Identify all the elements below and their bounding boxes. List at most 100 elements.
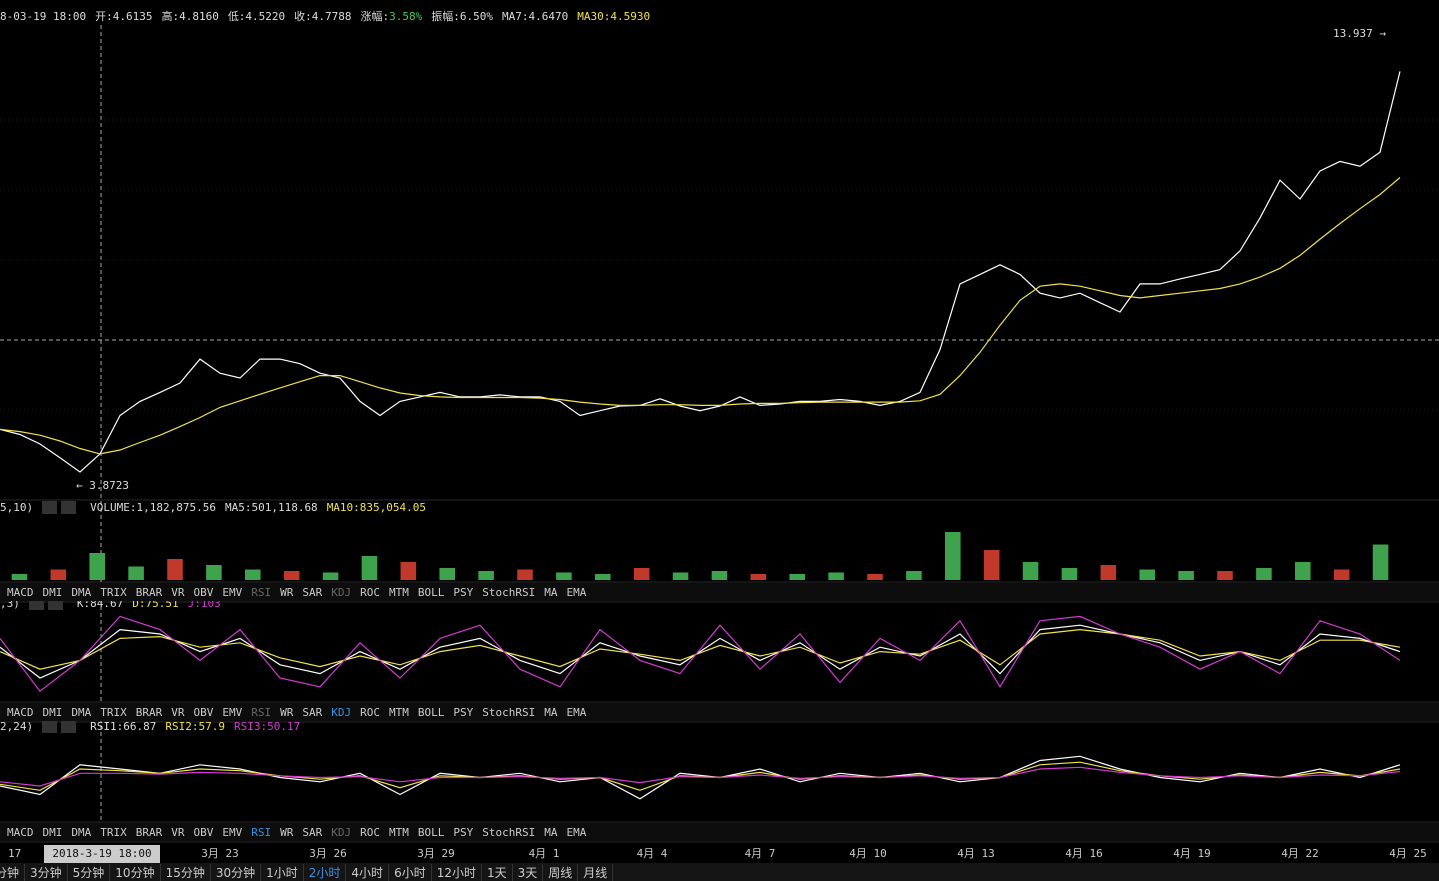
indicator-tab[interactable]: BOLL — [417, 585, 445, 599]
indicator-tab[interactable]: VR — [171, 825, 185, 839]
indicator-tab[interactable]: EMA — [566, 825, 587, 839]
period-tab[interactable]: 15分钟 — [161, 863, 211, 881]
period-tab[interactable]: 月线 — [578, 863, 614, 881]
period-tab[interactable]: 30分钟 — [211, 863, 262, 881]
indicator-tab[interactable]: MTM — [389, 705, 409, 719]
indicator-tab[interactable]: KDJ — [331, 705, 352, 719]
time-label: 4月 7 — [745, 847, 776, 860]
indicator-tab[interactable]: MTM — [389, 825, 409, 839]
cursor-box — [44, 845, 160, 863]
indicator-tabs: MACD DMI DMA TRIX BRAR VR OBV EMV RSI WR SAR KDJ ROC… — [0, 583, 1439, 601]
indicator-tab[interactable]: SAR — [302, 705, 323, 719]
time-label: 4月 1 — [529, 847, 560, 860]
period-tab[interactable]: 2小时 — [304, 863, 347, 881]
indicator-tab[interactable]: BRAR — [135, 585, 163, 599]
series-line — [0, 615, 1401, 693]
series-line — [0, 628, 1401, 670]
indicator-tab[interactable]: StochRSI — [482, 825, 536, 839]
pane-header-item: MA5:501,118.68 — [224, 500, 318, 514]
period-tab[interactable]: 6小时 — [389, 863, 432, 881]
volume-bar — [361, 556, 378, 580]
volume-bar — [867, 574, 883, 580]
header-item: MA7:4.6470 — [502, 9, 569, 23]
indicator-tab[interactable]: WR — [280, 825, 294, 839]
indicator-tab[interactable]: BRAR — [135, 705, 163, 719]
volume-bar — [1217, 571, 1233, 580]
period-tab[interactable]: 5分钟 — [68, 863, 111, 881]
indicator-tab[interactable]: MACD — [7, 585, 34, 599]
indicator-tab[interactable]: KDJ — [331, 825, 352, 839]
indicator-tab[interactable]: MA — [544, 585, 558, 599]
volume-bar — [750, 574, 767, 580]
indicator-tab[interactable]: OBV — [193, 585, 214, 599]
period-tab[interactable]: 3分钟 — [25, 863, 68, 881]
indicator-tab[interactable]: SAR — [302, 825, 323, 839]
indicator-tab[interactable]: WR — [280, 585, 294, 599]
indicator-tab[interactable]: TRIX — [100, 585, 127, 599]
indicator-tab[interactable]: DMI — [42, 825, 63, 839]
indicator-tab[interactable]: StochRSI — [482, 705, 536, 719]
period-tab[interactable]: 1天 — [482, 863, 513, 881]
indicator-tab[interactable]: VR — [171, 585, 185, 599]
volume-bar — [439, 568, 455, 580]
indicator-tab[interactable]: StochRSI — [482, 585, 536, 599]
indicator-tab[interactable]: DMA — [71, 825, 92, 839]
pane-header-item: RSI3:50.17 — [233, 719, 301, 733]
indicator-tab[interactable]: EMA — [566, 705, 587, 719]
indicator-tab[interactable]: EMV — [222, 825, 243, 839]
indicator-tab[interactable]: ROC — [360, 585, 380, 599]
indicator-tab[interactable]: PSY — [453, 585, 474, 599]
indicator-tab[interactable]: EMV — [222, 585, 243, 599]
series-line — [0, 755, 1401, 800]
indicator-tab[interactable]: BOLL — [417, 705, 445, 719]
period-tab[interactable]: 1小时 — [261, 863, 304, 881]
period-tab[interactable]: 12小时 — [432, 863, 482, 881]
settings-icons[interactable] — [42, 719, 77, 733]
settings-icons[interactable] — [42, 500, 77, 514]
indicator-tab[interactable]: WR — [280, 705, 294, 719]
indicator-tab[interactable]: DMA — [71, 705, 92, 719]
period-tab[interactable]: 3天 — [513, 863, 544, 881]
indicator-tab[interactable]: EMA — [566, 585, 587, 599]
indicator-tab[interactable]: TRIX — [100, 705, 127, 719]
period-tab[interactable]: 分钟 — [0, 863, 26, 881]
indicator-tab[interactable]: PSY — [453, 705, 474, 719]
period-tab[interactable]: 周线 — [543, 863, 579, 881]
indicator-tab[interactable]: MA — [544, 825, 558, 839]
header-item: 8-03-19 18:00 — [0, 9, 87, 23]
indicator-tab[interactable]: DMI — [42, 585, 63, 599]
indicator-tab[interactable]: DMI — [42, 705, 63, 719]
pane-header-item: RSI2:57.9 — [165, 719, 225, 733]
indicator-tab[interactable]: MACD — [7, 825, 34, 839]
indicator-tab[interactable]: DMA — [71, 585, 92, 599]
indicator-tab[interactable]: MACD — [7, 705, 34, 719]
indicator-tab[interactable]: VR — [171, 705, 185, 719]
indicator-tab[interactable]: MTM — [389, 585, 409, 599]
indicator-tab[interactable]: BRAR — [135, 825, 163, 839]
indicator-tab[interactable]: ROC — [360, 705, 380, 719]
indicator-tab[interactable]: RSI — [251, 585, 272, 599]
indicator-tab[interactable]: MA — [544, 705, 558, 719]
indicator-tab[interactable]: SAR — [302, 585, 323, 599]
period-tab[interactable]: 10分钟 — [110, 863, 161, 881]
indicator-tab[interactable]: KDJ — [331, 585, 352, 599]
volume-bar — [517, 569, 533, 580]
indicator-tab[interactable]: RSI — [251, 705, 272, 719]
indicator-tab[interactable]: ROC — [360, 825, 380, 839]
volume-bar — [128, 566, 144, 580]
indicator-tab[interactable]: TRIX — [100, 825, 127, 839]
period-tab[interactable]: 4小时 — [346, 863, 390, 881]
pane-header-item: 2,24) — [0, 719, 34, 733]
time-label: 3月 23 — [201, 847, 239, 860]
indicator-tab[interactable]: RSI — [251, 825, 272, 839]
indicator-tab[interactable]: BOLL — [417, 825, 445, 839]
indicator-tab[interactable]: OBV — [193, 825, 214, 839]
volume-bar — [1061, 568, 1078, 580]
indicator-tab[interactable]: EMV — [222, 705, 243, 719]
indicator-tab[interactable]: PSY — [453, 825, 474, 839]
time-label: 4月 19 — [1173, 847, 1211, 860]
volume-bar — [906, 571, 922, 580]
indicator-tab[interactable]: OBV — [193, 705, 214, 719]
